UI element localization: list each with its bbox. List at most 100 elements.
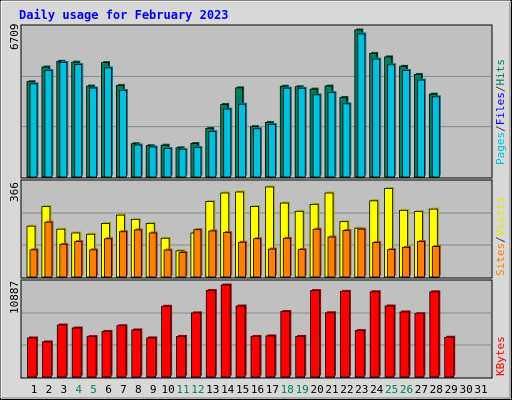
sites-bar-day-14 [223, 232, 232, 278]
day-label-27: 27 [415, 383, 428, 396]
sites-bar-day-23 [357, 228, 366, 278]
day-label-28: 28 [430, 383, 443, 396]
day-label-15: 15 [236, 383, 249, 396]
day-label-16: 16 [251, 383, 264, 396]
files-bar-day-4 [74, 64, 83, 178]
chart-title: Daily usage for February 2023 [19, 8, 229, 22]
kbytes-bar-day-14 [220, 284, 231, 378]
legend-sites: Sites [494, 243, 507, 276]
legend-hits: Hits [494, 59, 507, 86]
files-bar-day-23 [357, 33, 366, 178]
files-bar-day-3 [59, 62, 68, 178]
visits-sites-panel [20, 179, 493, 279]
day-label-31: 31 [474, 383, 487, 396]
sites-bar-day-28 [431, 246, 440, 278]
sites-bar-day-15 [238, 241, 247, 278]
day-label-30: 30 [459, 383, 472, 396]
kbytes-bar-day-17 [265, 335, 276, 378]
day-label-13: 13 [206, 383, 219, 396]
kbytes-bar-day-27 [414, 313, 425, 378]
day-label-17: 17 [266, 383, 279, 396]
sites-bar-day-5 [89, 249, 97, 278]
kbytes-bar-day-8 [131, 329, 142, 378]
kbytes-bar-day-13 [205, 290, 216, 378]
files-bar-day-12 [193, 147, 202, 178]
day-label-2: 2 [46, 383, 53, 396]
kbytes-bar-day-29 [444, 336, 455, 378]
day-label-4: 4 [75, 383, 82, 396]
sites-bar-day-7 [119, 231, 127, 278]
files-bar-day-13 [208, 131, 217, 178]
day-label-22: 22 [340, 383, 353, 396]
sites-bar-day-10 [163, 249, 172, 278]
day-label-20: 20 [310, 383, 323, 396]
files-bar-day-27 [416, 79, 425, 178]
kbytes-bar-day-28 [429, 291, 440, 378]
kbytes-bar-day-21 [325, 312, 335, 378]
sites-bar-day-17 [267, 248, 276, 278]
files-bar-day-5 [89, 87, 97, 178]
kbytes-bar-day-26 [399, 311, 410, 378]
kbytes-bar-day-25 [384, 305, 395, 378]
day-label-7: 7 [120, 383, 127, 396]
kbytes-side-legend: KBytes [494, 336, 507, 376]
day-label-19: 19 [296, 383, 309, 396]
day-label-18: 18 [281, 383, 294, 396]
legend-pages: Pages [494, 132, 507, 165]
legend-sep-2: / [494, 86, 507, 93]
day-label-3: 3 [60, 383, 67, 396]
files-bar-day-2 [44, 70, 53, 178]
sites-bar-day-12 [193, 229, 202, 278]
day-label-25: 25 [385, 383, 398, 396]
kbytes-ymax-label: 10887 [8, 281, 21, 314]
kbytes-bar-day-4 [71, 327, 82, 378]
day-label-23: 23 [355, 383, 368, 396]
files-bar-day-15 [238, 103, 247, 178]
files-bar-day-28 [431, 96, 440, 178]
sites-bar-day-6 [104, 238, 112, 278]
files-bar-day-11 [178, 148, 187, 178]
day-label-5: 5 [90, 383, 97, 396]
legend-kbytes: KBytes [494, 336, 507, 376]
files-bar-day-17 [267, 124, 276, 178]
kbytes-bar-day-22 [339, 290, 350, 378]
kbytes-bar-day-10 [161, 305, 172, 378]
day-label-6: 6 [105, 383, 112, 396]
day-label-14: 14 [221, 383, 235, 396]
legend-visits: Visits [494, 197, 507, 237]
kbytes-bar-day-12 [190, 312, 201, 378]
sites-bar-day-1 [29, 249, 38, 278]
legend-files: Files [494, 92, 507, 125]
day-label-9: 9 [150, 383, 157, 396]
files-bar-day-25 [387, 64, 396, 178]
files-bar-day-20 [312, 94, 321, 178]
files-bar-day-16 [253, 128, 261, 178]
files-bar-day-26 [402, 70, 410, 178]
kbytes-bar-day-2 [42, 341, 52, 378]
legend-sep-3: / [494, 236, 507, 243]
visits-side-legend: Sites/Visits [494, 197, 507, 277]
files-bar-day-19 [297, 87, 306, 178]
files-bar-day-21 [327, 92, 336, 178]
sites-bar-day-8 [133, 229, 142, 278]
legend-sep-1: / [494, 125, 507, 132]
hits-ymax-label: 6709 [8, 24, 21, 51]
visits-ymax-label: 366 [8, 182, 21, 202]
kbytes-bar-day-18 [280, 311, 291, 378]
files-bar-day-18 [282, 87, 291, 178]
sites-bar-day-2 [44, 221, 53, 278]
sites-bar-day-13 [208, 230, 217, 278]
kbytes-bar-day-6 [101, 331, 112, 378]
kbytes-bar-day-23 [354, 330, 365, 378]
sites-bar-day-9 [148, 232, 157, 278]
files-bar-day-6 [104, 67, 112, 178]
kbytes-bar-day-3 [56, 324, 67, 378]
sites-bar-day-16 [253, 238, 261, 278]
day-label-12: 12 [191, 383, 204, 396]
sites-bar-day-21 [327, 236, 336, 278]
x-axis-day-labels: 1 2 3 4 5 6 7 8 9 10 11 12 13 14 15 16 17 18 19 20 21 22 23 24 2… [31, 383, 488, 396]
sites-bar-day-11 [178, 252, 187, 278]
kbytes-bar-day-5 [86, 336, 97, 378]
day-label-8: 8 [135, 383, 142, 396]
